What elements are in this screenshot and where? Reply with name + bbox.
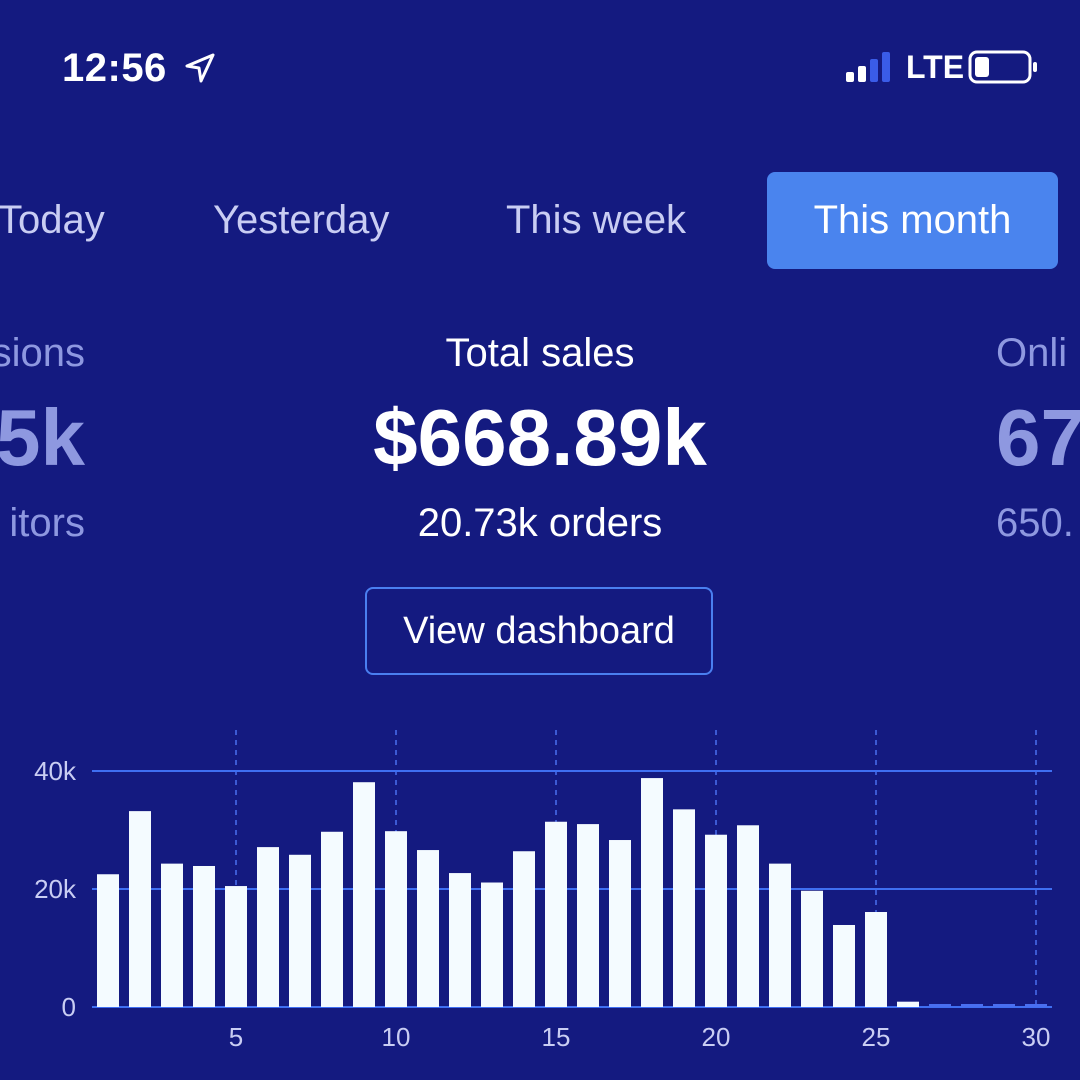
y-tick-label: 20k: [34, 874, 77, 904]
tab-today[interactable]: Today: [0, 198, 105, 242]
bar: [545, 821, 567, 1007]
bar: [577, 824, 599, 1007]
network-type: LTE: [906, 49, 965, 85]
bar: [481, 882, 503, 1007]
bar: [97, 874, 119, 1007]
bar: [321, 831, 343, 1007]
y-tick-label: 0: [62, 992, 76, 1022]
online-label: Onli: [996, 331, 1068, 375]
x-tick-label: 15: [542, 1022, 571, 1052]
bar: [129, 811, 151, 1007]
bar: [193, 865, 215, 1007]
sales-bar-chart: 0 20k 40k 5 10 15 20 25 30: [34, 730, 1052, 1052]
location-arrow-icon: [185, 53, 215, 83]
bar: [513, 851, 535, 1007]
online-value: 67: [996, 393, 1080, 482]
tab-this-week[interactable]: This week: [506, 198, 687, 242]
x-tick-label: 25: [862, 1022, 891, 1052]
view-dashboard-button[interactable]: View dashboard: [365, 587, 713, 675]
y-tick-label: 40k: [34, 756, 77, 786]
battery-icon: [968, 50, 1037, 84]
x-tick-label: 30: [1022, 1022, 1051, 1052]
tab-yesterday[interactable]: Yesterday: [213, 198, 390, 242]
bar: [737, 825, 759, 1007]
bar: [705, 834, 727, 1007]
bar: [865, 912, 887, 1007]
visitors-label: itors: [9, 501, 85, 545]
bar: [289, 854, 311, 1007]
bar: [897, 1001, 919, 1007]
bar: [225, 886, 247, 1007]
x-tick-label: 10: [382, 1022, 411, 1052]
bar: [769, 863, 791, 1007]
signal-bars-icon: [846, 52, 890, 82]
x-tick-label: 20: [702, 1022, 731, 1052]
bar: [833, 924, 855, 1007]
online-sub: 650.: [996, 501, 1074, 545]
bar: [449, 873, 471, 1007]
sessions-label: sions: [0, 331, 85, 375]
sessions-value: 5k: [0, 393, 85, 482]
bar: [257, 847, 279, 1007]
bar: [801, 890, 823, 1007]
bar: [353, 782, 375, 1007]
total-sales-value: $668.89k: [373, 393, 707, 482]
bar: [609, 840, 631, 1007]
orders-count: 20.73k orders: [417, 501, 663, 545]
bar: [161, 863, 183, 1007]
bar: [673, 809, 695, 1007]
bar: [641, 778, 663, 1007]
tab-this-month[interactable]: This month: [767, 172, 1058, 269]
bar: [417, 850, 439, 1007]
bar: [385, 831, 407, 1007]
x-tick-label: 5: [229, 1022, 243, 1052]
status-time: 12:56: [62, 46, 167, 90]
total-sales-label: Total sales: [445, 331, 635, 375]
